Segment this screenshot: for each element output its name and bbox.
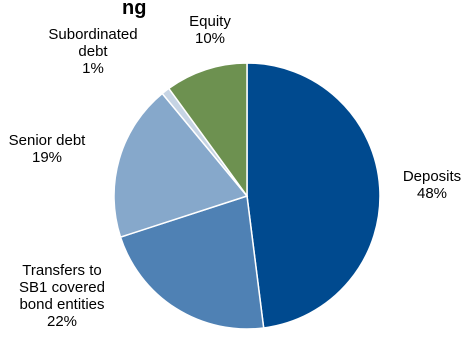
slice-label-1-line-3: 22%	[47, 313, 77, 330]
slice-label-3: Subordinated debt 1%	[48, 26, 137, 77]
pie-slice-1	[119, 195, 265, 330]
slice-label-4-line-1: 10%	[195, 30, 225, 47]
slice-label-1-line-1: SB1 covered	[19, 279, 105, 296]
pie-slice-4	[167, 62, 248, 199]
slice-label-0-line-1: 48%	[417, 185, 447, 202]
slice-label-3-line-2: 1%	[82, 60, 104, 77]
slice-label-4: Equity 10%	[189, 13, 231, 47]
slice-label-2: Senior debt 19%	[9, 132, 87, 166]
chart-title-fragment: ng	[122, 0, 146, 19]
slice-label-4-line-0: Equity	[189, 13, 231, 30]
pie-labels: Deposits 48% Transfers to SB1 covered bond e…	[9, 13, 462, 330]
slice-label-3-line-1: debt	[78, 43, 108, 60]
slice-label-1-line-0: Transfers to	[22, 262, 101, 279]
slice-label-1: Transfers to SB1 covered bond entities 22%	[19, 262, 105, 330]
pie-slices	[113, 62, 381, 330]
slice-label-1-line-2: bond entities	[19, 296, 104, 313]
slice-label-2-line-0: Senior debt	[9, 132, 87, 149]
pie-slice-0	[246, 62, 381, 329]
slice-label-2-line-1: 19%	[32, 149, 62, 166]
slice-label-0-line-0: Deposits	[403, 168, 461, 185]
slice-label-0: Deposits 48%	[403, 168, 461, 202]
slice-label-3-line-0: Subordinated	[48, 26, 137, 43]
pie-slice-2	[113, 92, 249, 239]
